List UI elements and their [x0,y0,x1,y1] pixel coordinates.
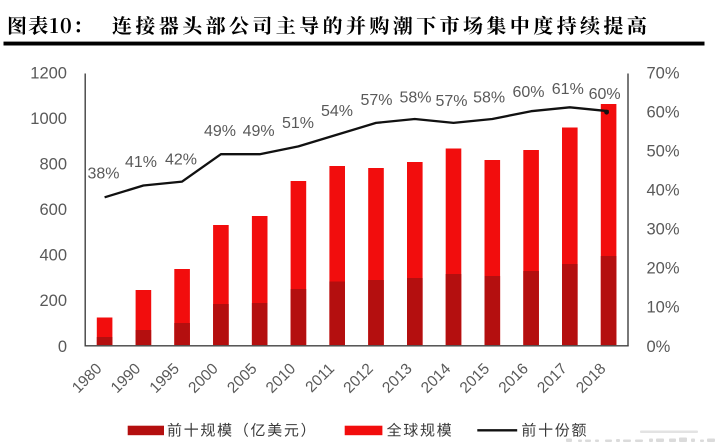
svg-text:400: 400 [39,247,67,265]
svg-text:60%: 60% [512,84,544,101]
svg-text:41%: 41% [125,154,157,171]
svg-text:800: 800 [39,156,67,174]
svg-text:20%: 20% [647,260,680,278]
svg-text:58%: 58% [473,89,505,106]
svg-text:30%: 30% [647,221,680,239]
svg-text:10%: 10% [647,299,680,317]
svg-text:54%: 54% [321,103,353,120]
svg-text:50%: 50% [647,142,680,160]
svg-text:70%: 70% [647,64,680,82]
svg-text:40%: 40% [647,182,680,200]
svg-text:0%: 0% [647,338,671,356]
svg-text:60%: 60% [589,86,621,103]
svg-text:0: 0 [58,338,67,356]
svg-text:1200: 1200 [30,64,67,82]
svg-text:200: 200 [39,292,67,310]
svg-text:61%: 61% [552,81,584,98]
svg-text:38%: 38% [87,166,119,183]
svg-text:1000: 1000 [30,110,67,128]
svg-text:600: 600 [39,201,67,219]
svg-text:49%: 49% [243,123,275,140]
svg-text:42%: 42% [165,151,197,168]
svg-text:57%: 57% [435,93,467,110]
svg-text:51%: 51% [282,115,314,132]
svg-text:57%: 57% [360,92,392,109]
svg-text:49%: 49% [204,123,236,140]
svg-text:60%: 60% [647,103,680,121]
svg-text:58%: 58% [399,90,431,107]
